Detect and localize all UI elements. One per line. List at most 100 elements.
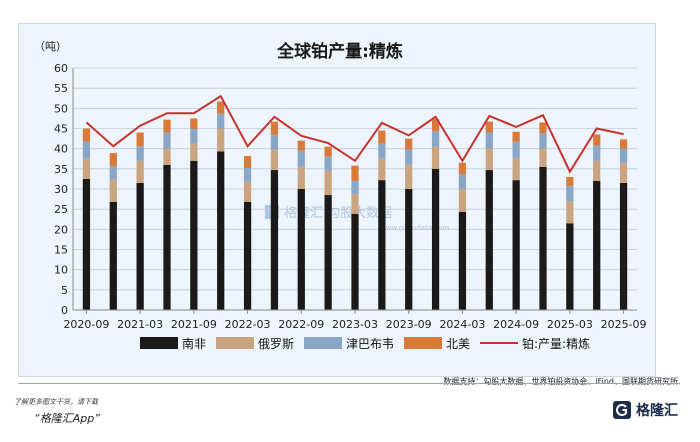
bar-2-11 xyxy=(378,143,386,159)
bar-0-12 xyxy=(405,189,413,310)
bar-3-9 xyxy=(324,146,332,157)
bar-2-18 xyxy=(566,185,574,202)
legend-swatch-1 xyxy=(216,337,254,349)
bar-3-15 xyxy=(485,121,493,133)
bar-1-7 xyxy=(270,149,279,171)
bar-1-20 xyxy=(619,162,628,183)
bar-3-11 xyxy=(378,130,386,144)
line-series-platinum xyxy=(85,94,624,174)
y-tick-label: 25 xyxy=(54,203,68,216)
bar-1-19 xyxy=(593,160,601,181)
x-tick-label: 2020-09 xyxy=(63,318,109,331)
bar-1-1 xyxy=(109,179,117,202)
bar-0-13 xyxy=(431,168,440,310)
bar-0-8 xyxy=(297,189,305,310)
bar-3-10 xyxy=(351,165,359,181)
bar-0-14 xyxy=(458,211,467,310)
bar-2-7 xyxy=(270,134,279,150)
bar-1-16 xyxy=(512,157,520,181)
bar-2-3 xyxy=(163,132,171,149)
y-tick-label: 45 xyxy=(54,123,68,136)
bar-3-6 xyxy=(243,155,252,169)
legend-label-1: 俄罗斯 xyxy=(258,337,294,351)
divider xyxy=(18,383,680,384)
chart: 全球铂产量:精炼 （吨） 格隆汇 勾股大数据 www.gogudata.com … xyxy=(34,40,647,351)
bar-2-15 xyxy=(485,132,493,149)
legend-swatch-3 xyxy=(404,337,442,349)
bar-2-9 xyxy=(324,156,332,171)
bar-1-4 xyxy=(190,143,198,161)
bar-0-16 xyxy=(512,180,520,310)
bar-1-15 xyxy=(485,148,493,171)
bar-3-19 xyxy=(593,134,601,146)
bar-1-8 xyxy=(297,166,305,189)
bar-3-18 xyxy=(566,176,574,186)
bar-2-17 xyxy=(539,133,547,149)
y-tick-label: 20 xyxy=(54,223,68,236)
bar-0-19 xyxy=(593,180,601,310)
bar-3-17 xyxy=(539,122,547,134)
bar-0-5 xyxy=(217,151,225,310)
data-source: 数据支持：勾股大数据、世界铂投资协会、iFind、国联期货研究所 xyxy=(443,377,678,386)
brand-name: 格隆汇 xyxy=(636,403,678,419)
bar-2-16 xyxy=(512,141,520,158)
x-tick-label: 2023-09 xyxy=(386,318,432,331)
bar-1-14 xyxy=(458,189,467,212)
x-tick-label: 2025-09 xyxy=(601,318,647,331)
bar-3-5 xyxy=(217,101,225,114)
bar-2-20 xyxy=(619,148,628,163)
bar-0-0 xyxy=(82,178,91,310)
bar-1-2 xyxy=(136,160,144,183)
legend-swatch-2 xyxy=(304,337,342,349)
y-tick-label: 40 xyxy=(54,143,68,156)
bar-3-16 xyxy=(512,131,520,142)
legend-label-0: 南非 xyxy=(182,336,206,351)
bar-1-13 xyxy=(431,146,440,169)
y-tick-label: 35 xyxy=(54,163,68,176)
bar-3-0 xyxy=(82,128,91,142)
bar-3-7 xyxy=(270,121,279,135)
bar-3-3 xyxy=(163,119,171,133)
bar-2-8 xyxy=(297,150,305,167)
x-tick-label: 2024-09 xyxy=(493,318,539,331)
y-tick-label: 5 xyxy=(61,284,68,297)
bar-3-20 xyxy=(619,139,628,149)
bar-0-11 xyxy=(378,180,386,310)
app-name: “格隆汇App” xyxy=(34,412,100,425)
bar-2-4 xyxy=(190,128,198,144)
bar-2-12 xyxy=(405,149,413,165)
bar-0-9 xyxy=(324,195,332,310)
bar-1-11 xyxy=(378,158,386,181)
bar-0-20 xyxy=(619,182,628,310)
bar-1-10 xyxy=(351,193,359,215)
gelonghui-logo-icon xyxy=(613,401,631,419)
bar-2-19 xyxy=(593,145,601,161)
bar-3-13 xyxy=(431,119,440,132)
bar-0-6 xyxy=(243,201,252,310)
bar-2-1 xyxy=(109,166,117,180)
legend-swatch-0 xyxy=(140,337,178,349)
bar-3-1 xyxy=(109,153,117,167)
bar-0-17 xyxy=(539,166,547,310)
x-tick-label: 2025-03 xyxy=(547,318,593,331)
bar-0-10 xyxy=(351,214,359,310)
bar-1-9 xyxy=(324,170,332,196)
x-tick-label: 2022-09 xyxy=(278,318,324,331)
legend-label-3: 北美 xyxy=(446,337,470,351)
bar-1-18 xyxy=(566,201,574,224)
x-tick-label: 2022-03 xyxy=(225,318,271,331)
bar-2-10 xyxy=(351,180,359,194)
x-tick-label: 2024-03 xyxy=(439,318,485,331)
bar-1-3 xyxy=(163,148,171,165)
download-prompt: 了解更多图文干货，请下载 xyxy=(14,398,98,406)
x-tick-label: 2021-09 xyxy=(171,318,217,331)
bar-3-14 xyxy=(458,162,467,175)
y-tick-label: 50 xyxy=(54,102,68,115)
y-tick-label: 55 xyxy=(54,82,68,95)
chart-panel xyxy=(18,23,656,377)
bar-2-5 xyxy=(217,113,225,129)
bar-0-18 xyxy=(566,223,574,310)
y-tick-label: 0 xyxy=(61,304,68,317)
bar-0-4 xyxy=(190,160,198,310)
y-tick-label: 30 xyxy=(54,183,68,196)
